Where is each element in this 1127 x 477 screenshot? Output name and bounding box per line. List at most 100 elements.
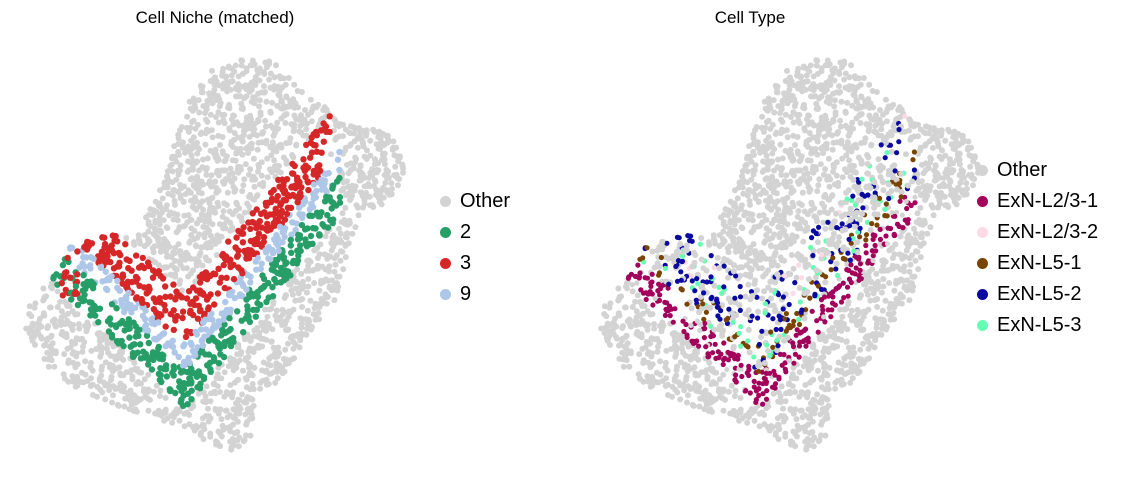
scatter-point <box>184 390 192 397</box>
scatter-point <box>146 238 153 245</box>
scatter-point <box>333 202 340 209</box>
scatter-point <box>191 101 198 108</box>
scatter-point <box>188 341 195 349</box>
scatter-point <box>808 201 815 208</box>
scatter-point <box>290 154 297 161</box>
scatter-point <box>129 373 136 380</box>
scatter-point <box>328 205 335 212</box>
scatter-point <box>790 265 797 272</box>
scatter-point <box>743 262 750 269</box>
scatter-point <box>131 241 138 248</box>
scatter-point <box>120 356 127 363</box>
scatter-point <box>940 183 947 189</box>
scatter-point <box>249 219 257 226</box>
scatter-point <box>802 78 809 85</box>
scatter-point <box>62 298 68 305</box>
scatter-point <box>61 273 68 280</box>
scatter-point <box>674 252 681 259</box>
scatter-point <box>893 209 900 215</box>
scatter-point <box>944 172 951 179</box>
scatter-point <box>803 343 809 349</box>
scatter-point <box>684 368 691 375</box>
scatter-point <box>920 190 927 197</box>
scatter-point <box>813 62 820 69</box>
scatter-point <box>280 154 287 161</box>
scatter-point <box>842 211 848 218</box>
scatter-point <box>311 280 318 286</box>
scatter-point <box>801 171 808 178</box>
scatter-point <box>632 298 639 305</box>
scatter-point <box>294 257 302 264</box>
scatter-point <box>112 322 120 329</box>
scatter-point <box>364 147 370 154</box>
scatter-point <box>262 123 269 130</box>
scatter-point <box>285 340 291 347</box>
scatter-point <box>822 386 829 393</box>
scatter-point <box>743 161 750 168</box>
scatter-point <box>772 385 778 391</box>
scatter-point <box>959 175 966 182</box>
scatter-point <box>815 83 821 90</box>
scatter-point <box>323 300 330 307</box>
scatter-point <box>234 344 241 351</box>
scatter-point <box>243 286 250 293</box>
scatter-point <box>868 141 875 148</box>
scatter-point <box>273 360 280 367</box>
scatter-point <box>886 195 892 202</box>
scatter-point <box>145 218 152 225</box>
scatter-point <box>746 143 753 150</box>
scatter-point <box>177 195 184 202</box>
scatter-point <box>935 128 942 134</box>
scatter-point <box>157 371 164 379</box>
scatter-point <box>784 134 791 141</box>
scatter-point <box>835 129 842 135</box>
scatter-point <box>262 306 268 313</box>
scatter-point <box>829 307 835 313</box>
scatter-point <box>87 306 95 313</box>
scatter-point <box>73 335 80 342</box>
scatter-point <box>714 300 721 306</box>
scatter-point <box>684 332 690 338</box>
scatter-point <box>316 316 323 323</box>
scatter-point <box>848 317 855 324</box>
scatter-point <box>684 301 690 307</box>
scatter-point <box>706 353 712 359</box>
scatter-point <box>360 128 367 134</box>
scatter-point <box>674 389 681 396</box>
scatter-point <box>215 265 222 272</box>
scatter-point <box>886 305 893 312</box>
scatter-point <box>211 81 218 88</box>
scatter-point <box>356 167 363 174</box>
scatter-point <box>607 300 614 307</box>
scatter-point <box>180 265 187 272</box>
scatter-point <box>796 120 803 127</box>
scatter-point <box>210 357 218 364</box>
scatter-point <box>888 104 895 111</box>
scatter-point <box>802 382 809 388</box>
scatter-point <box>232 207 239 214</box>
scatter-point <box>297 315 304 322</box>
scatter-point <box>251 333 257 340</box>
scatter-point <box>307 297 314 304</box>
scatter-point <box>813 100 820 107</box>
scatter-point <box>155 345 162 352</box>
scatter-point <box>632 273 638 279</box>
scatter-point <box>99 363 105 370</box>
scatter-point <box>739 264 745 271</box>
scatter-point <box>145 339 152 347</box>
scatter-point <box>796 321 803 328</box>
scatter-point <box>841 355 848 362</box>
scatter-point <box>336 123 342 130</box>
scatter-point <box>235 84 242 91</box>
scatter-point <box>309 224 317 232</box>
scatter-point <box>354 144 361 151</box>
scatter-point <box>111 237 118 244</box>
scatter-point <box>289 170 296 177</box>
scatter-point <box>135 264 143 271</box>
scatter-point <box>911 225 917 232</box>
scatter-point <box>208 172 215 179</box>
scatter-point <box>304 325 311 332</box>
scatter-point <box>748 229 755 236</box>
scatter-point <box>176 417 183 424</box>
scatter-point <box>857 234 863 240</box>
